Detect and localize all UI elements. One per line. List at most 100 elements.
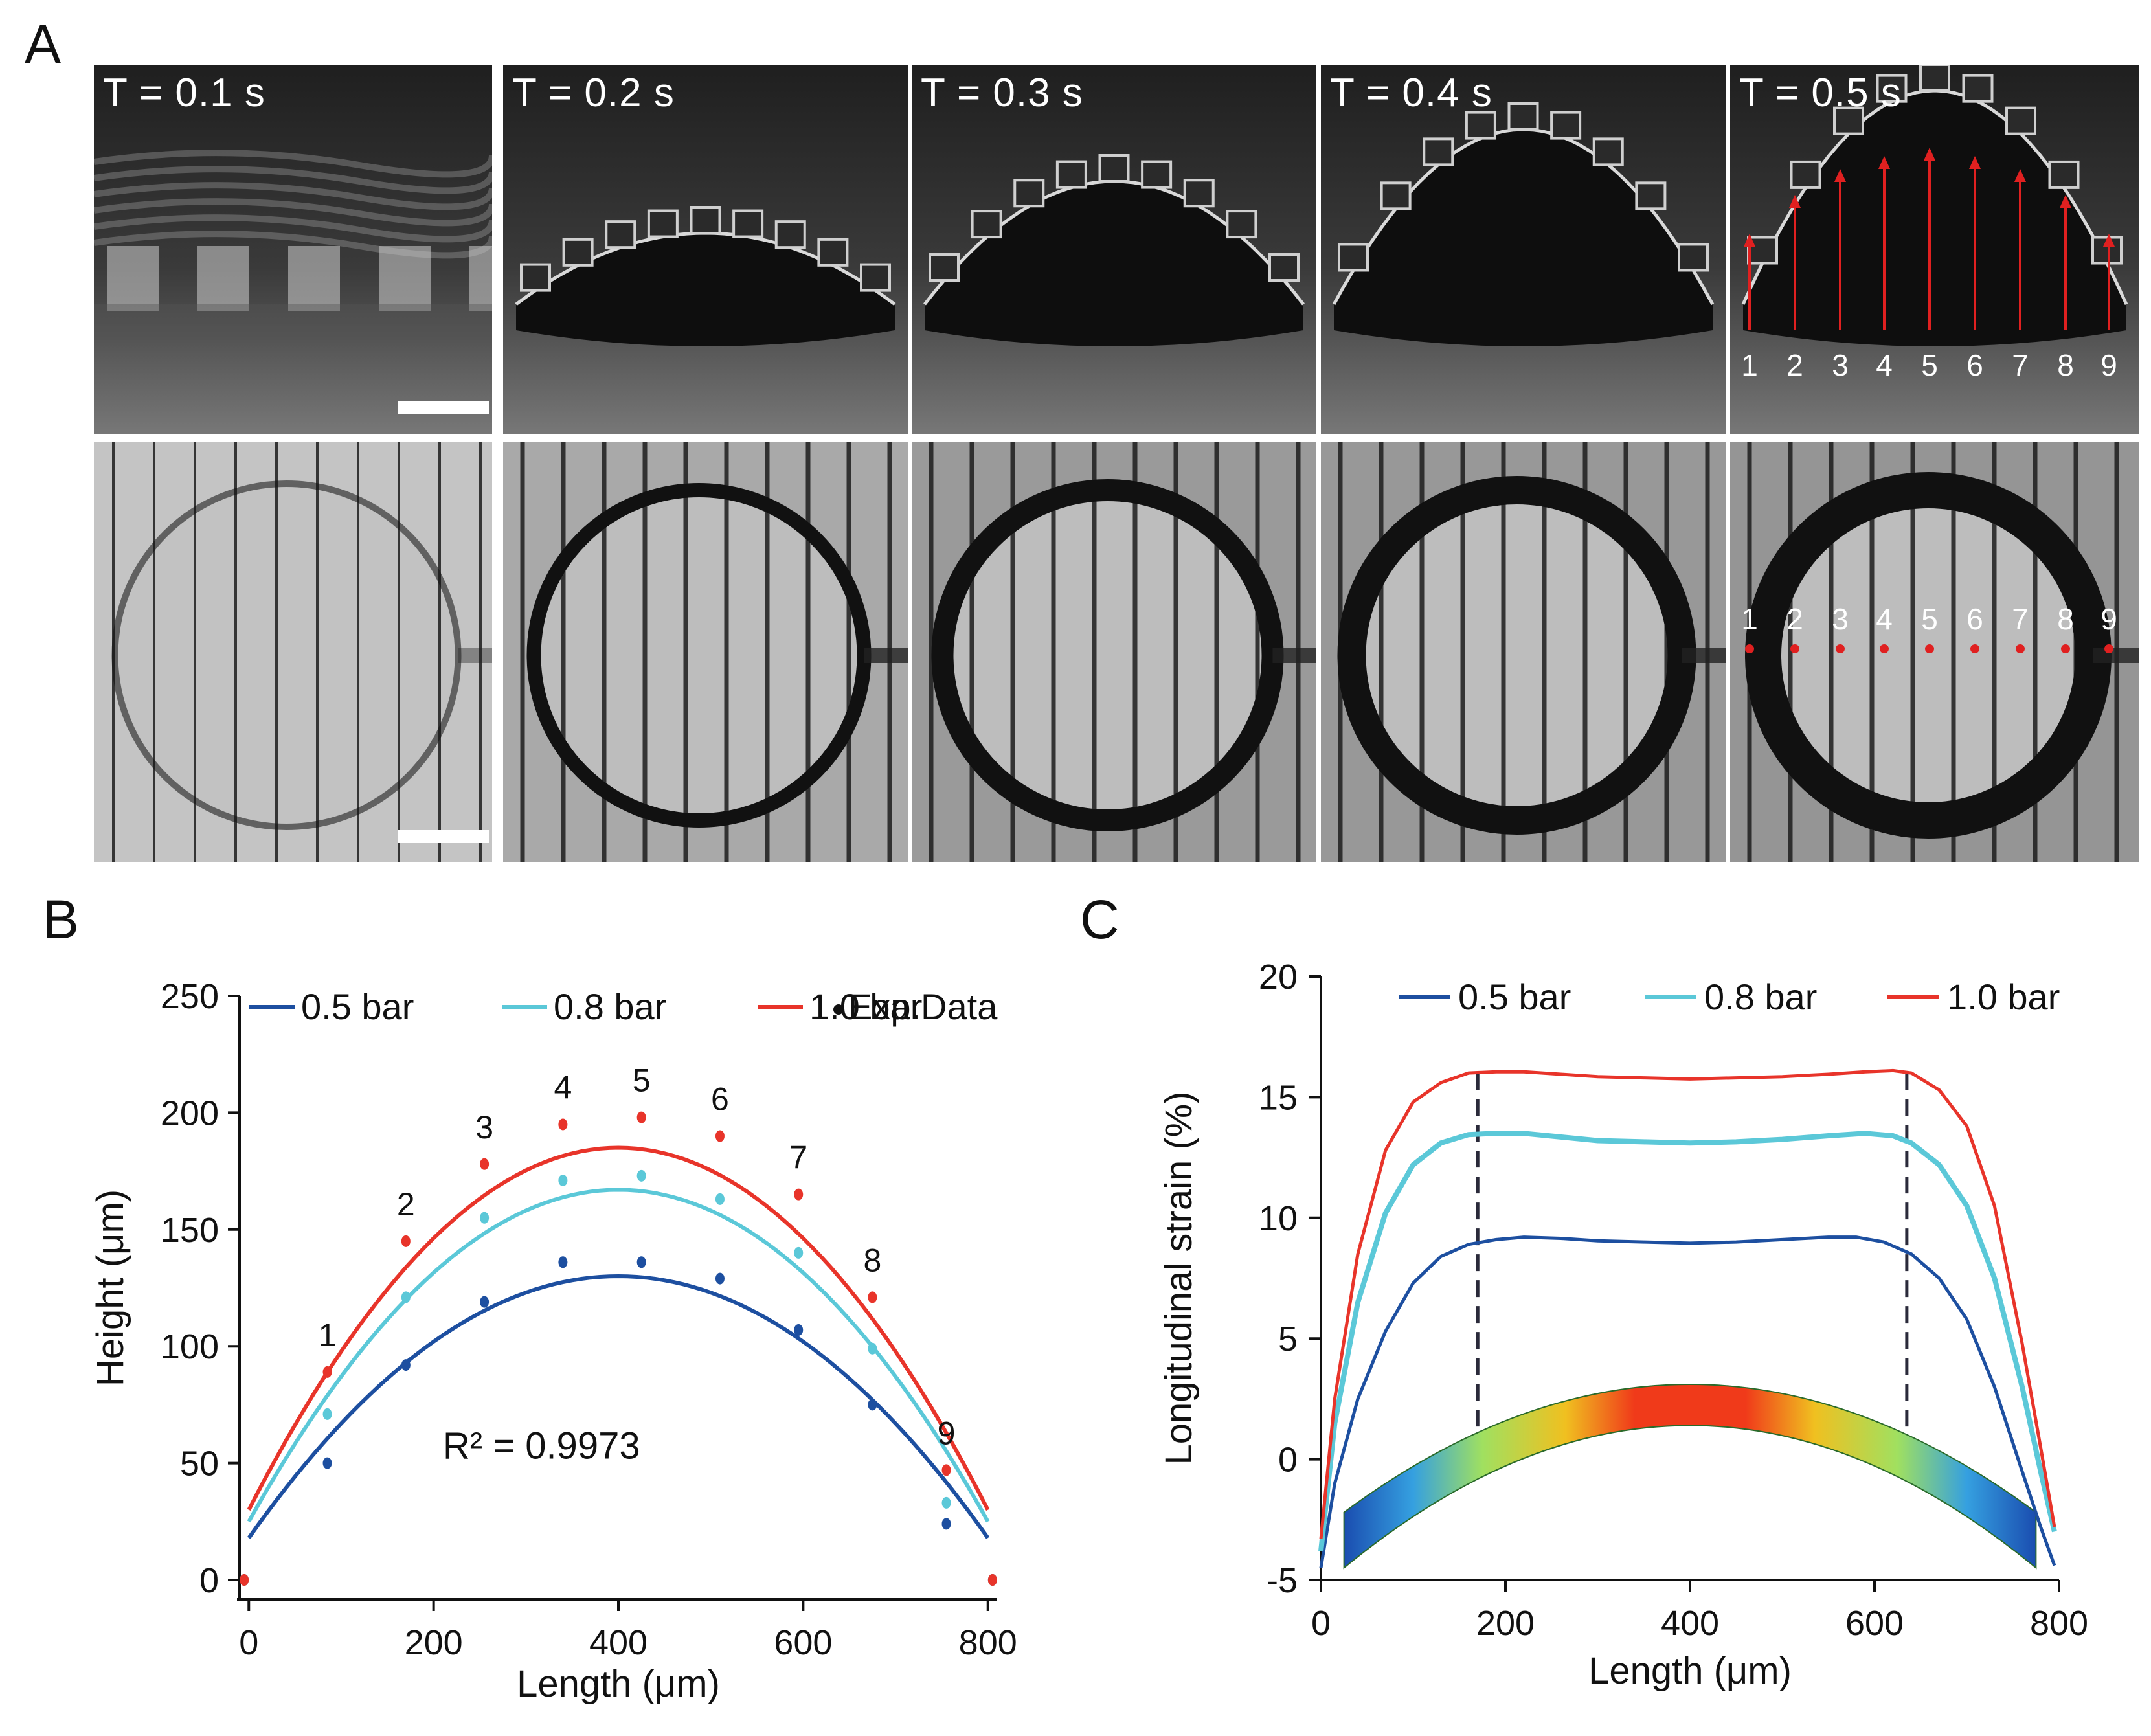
arrow-head	[2014, 169, 2026, 182]
time-label: T = 0.5 s	[1739, 71, 1902, 115]
data-point	[322, 1366, 332, 1378]
top-view-image	[1321, 442, 1726, 862]
point-label: 2	[1786, 348, 1803, 382]
top-view-image	[912, 442, 1316, 862]
measure-point	[1970, 644, 1979, 653]
series-line-10bar	[1319, 1068, 2056, 1539]
measure-point	[1925, 644, 1934, 653]
side-view-image: T = 0.1 s	[94, 65, 492, 434]
arrow-head	[1789, 195, 1801, 208]
y-axis-label: Longitudinal strain (%)	[1158, 1091, 1200, 1465]
legend-label: 0.8 bar	[554, 986, 666, 1027]
top-view-image	[503, 442, 908, 862]
data-point	[322, 1457, 332, 1469]
data-point	[480, 1158, 490, 1170]
y-tick-label: 15	[1259, 1078, 1298, 1117]
arrow-head	[1969, 156, 1981, 169]
side-view-image: T = 0.2 s	[503, 65, 908, 434]
x-tick-label: 200	[405, 1623, 463, 1662]
series-line-08bar	[1318, 1131, 2057, 1551]
x-tick-label: 800	[2030, 1604, 2088, 1643]
data-point	[794, 1324, 804, 1336]
data-point	[941, 1496, 951, 1509]
y-tick-label: -5	[1267, 1561, 1298, 1600]
measure-point	[1745, 644, 1754, 653]
point-label: 5	[1921, 348, 1938, 382]
point-label: 8	[2057, 348, 2074, 382]
data-point	[636, 1256, 646, 1268]
data-point	[322, 1408, 332, 1420]
point-number-label: 2	[397, 1186, 415, 1223]
scale-bar	[398, 830, 489, 843]
data-point	[401, 1291, 411, 1303]
measure-point	[1880, 644, 1889, 653]
legend-swatch	[833, 1004, 844, 1015]
panel-label-a: A	[25, 14, 62, 74]
x-axis-label: Length (μm)	[517, 1663, 720, 1705]
data-point	[868, 1291, 877, 1303]
arrow-head	[2103, 234, 2115, 247]
measure-point	[2061, 644, 2070, 653]
x-tick-label: 600	[1845, 1604, 1904, 1643]
data-point	[240, 1574, 249, 1586]
data-point	[794, 1188, 804, 1201]
series-line-08bar	[247, 1188, 990, 1523]
data-point	[480, 1296, 490, 1308]
x-tick-label: 0	[1311, 1604, 1331, 1643]
point-number-label: 6	[711, 1081, 729, 1117]
time-label: T = 0.1 s	[103, 71, 265, 115]
data-point	[558, 1256, 568, 1268]
legend-label: 1.0 bar	[809, 986, 922, 1027]
point-label: 4	[1876, 348, 1893, 382]
data-point	[401, 1359, 411, 1371]
scale-bar	[398, 401, 489, 414]
point-label: 7	[2012, 348, 2029, 382]
side-view-image: T = 0.4 s	[1321, 65, 1726, 434]
point-number-label: 5	[633, 1063, 651, 1099]
measure-point	[2104, 644, 2113, 653]
legend-label: 0.8 bar	[1704, 976, 1817, 1017]
point-label: 9	[2100, 348, 2117, 382]
legend-label: 0.5 bar	[1458, 976, 1571, 1017]
y-tick-label: 200	[161, 1094, 219, 1133]
x-axis-label: Length (μm)	[1588, 1650, 1792, 1692]
panel-label-c: C	[1080, 889, 1120, 950]
point-number-label: 1	[319, 1317, 337, 1353]
arrow-head	[1744, 234, 1755, 247]
x-tick-label: 400	[589, 1623, 648, 1662]
point-label: 6	[1966, 602, 1983, 636]
x-tick-label: 200	[1476, 1604, 1535, 1643]
point-label: 8	[2057, 602, 2074, 636]
y-tick-label: 100	[161, 1327, 219, 1366]
data-point	[794, 1246, 804, 1259]
point-label: 9	[2100, 602, 2117, 636]
data-point	[401, 1235, 411, 1247]
point-number-label: 7	[789, 1140, 807, 1176]
point-label: 1	[1741, 602, 1758, 636]
point-number-label: 8	[863, 1242, 881, 1278]
panel-label-b: B	[43, 889, 80, 950]
point-label: 4	[1876, 602, 1893, 636]
data-point	[480, 1212, 490, 1224]
data-point	[636, 1169, 646, 1182]
data-point	[636, 1111, 646, 1123]
x-tick-label: 600	[774, 1623, 832, 1662]
data-point	[715, 1272, 725, 1285]
arrow-head	[2060, 195, 2071, 208]
series-line-05bar	[1319, 1235, 2056, 1568]
point-label: 7	[2012, 602, 2029, 636]
side-view-image: T = 0.3 s	[912, 65, 1316, 434]
top-view-image	[94, 442, 492, 862]
y-axis-label: Height (μm)	[89, 1189, 131, 1386]
data-point	[987, 1574, 997, 1586]
point-number-label: 3	[475, 1109, 493, 1145]
measure-point	[1790, 644, 1799, 653]
series-line-10bar	[247, 1145, 990, 1511]
point-number-label: 9	[938, 1415, 956, 1451]
point-label: 3	[1832, 602, 1849, 636]
y-tick-label: 20	[1259, 958, 1298, 997]
data-point	[941, 1464, 951, 1476]
